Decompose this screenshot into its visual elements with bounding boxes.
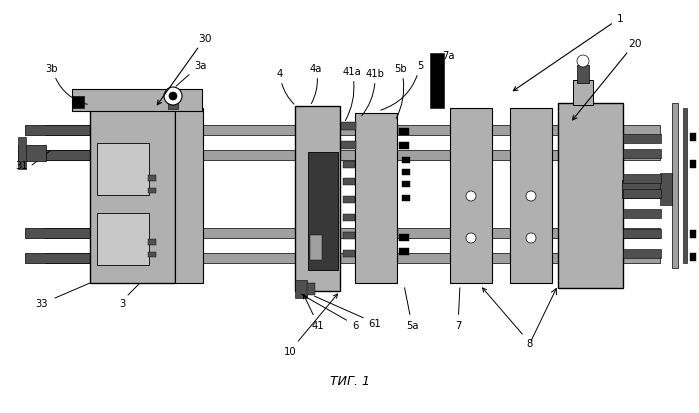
Bar (25, 228, 90, 238)
Bar (45, 228, 660, 238)
Bar (25, 126, 90, 136)
Bar (45, 126, 660, 136)
Bar (623, 150, 661, 159)
Bar (168, 102, 178, 110)
Bar (623, 249, 661, 259)
Bar (97, 214, 149, 266)
Bar (25, 151, 90, 161)
Bar (690, 254, 696, 261)
Bar (622, 180, 667, 199)
Bar (343, 250, 355, 257)
Bar (623, 135, 661, 144)
Text: 4a: 4a (310, 64, 322, 104)
Circle shape (577, 56, 589, 68)
Bar (402, 170, 410, 176)
Bar (690, 134, 696, 142)
Text: 5: 5 (381, 61, 423, 111)
Bar (672, 104, 678, 268)
Bar (450, 109, 492, 283)
Bar (341, 142, 356, 150)
Bar (573, 81, 593, 106)
Bar (148, 176, 156, 182)
Circle shape (164, 88, 182, 106)
Text: 61: 61 (315, 297, 382, 328)
Bar (510, 109, 552, 283)
Bar (577, 66, 589, 84)
Bar (72, 90, 202, 112)
Text: 6: 6 (301, 294, 358, 330)
Bar (310, 235, 322, 260)
Text: 3: 3 (119, 298, 125, 308)
Text: 31: 31 (15, 161, 29, 171)
Text: 5a: 5a (405, 288, 418, 330)
Text: ΤИГ. 1: ΤИГ. 1 (330, 375, 370, 387)
Bar (660, 173, 672, 206)
Bar (683, 109, 687, 263)
Bar (402, 182, 410, 188)
Text: 3b: 3b (45, 64, 87, 105)
Bar (623, 175, 661, 183)
Bar (18, 146, 46, 161)
Bar (399, 248, 409, 255)
Text: 1: 1 (513, 14, 624, 92)
Circle shape (526, 233, 536, 243)
Bar (175, 109, 203, 283)
Bar (558, 104, 623, 288)
Bar (148, 252, 156, 257)
Bar (430, 54, 444, 109)
Bar (343, 178, 355, 185)
Bar (690, 161, 696, 169)
Bar (25, 254, 90, 263)
Text: 30: 30 (157, 34, 212, 105)
Bar (148, 240, 156, 245)
Text: 7a: 7a (438, 51, 454, 71)
Bar (623, 230, 661, 238)
Bar (623, 209, 661, 218)
Bar (399, 235, 409, 242)
Bar (355, 114, 397, 283)
Bar (45, 254, 660, 263)
Text: 8: 8 (482, 288, 533, 348)
Text: 3a: 3a (176, 61, 206, 87)
Text: 33: 33 (36, 298, 48, 308)
Bar (45, 151, 660, 161)
Bar (341, 123, 356, 131)
Text: 41a: 41a (343, 67, 361, 121)
Text: 20: 20 (572, 39, 642, 121)
Bar (97, 144, 149, 195)
Bar (399, 142, 409, 150)
Circle shape (466, 233, 476, 243)
Bar (402, 195, 410, 202)
Bar (307, 283, 315, 295)
Text: 41b: 41b (362, 69, 384, 116)
Text: 41: 41 (303, 295, 324, 330)
Bar (295, 107, 340, 291)
Bar (402, 158, 410, 164)
Circle shape (526, 192, 536, 202)
Bar (148, 189, 156, 194)
Bar (18, 138, 26, 170)
Bar (343, 197, 355, 204)
Circle shape (169, 93, 177, 101)
Bar (399, 129, 409, 136)
Text: 7: 7 (455, 288, 461, 330)
Circle shape (466, 192, 476, 202)
Text: 10: 10 (284, 294, 338, 356)
Bar (90, 109, 175, 283)
Bar (343, 214, 355, 221)
Bar (343, 161, 355, 169)
Bar (295, 280, 307, 298)
Bar (623, 190, 661, 199)
Text: 5b: 5b (395, 64, 408, 119)
Bar (72, 97, 84, 109)
Text: 4: 4 (277, 69, 294, 105)
Bar (690, 230, 696, 238)
Bar (343, 233, 355, 240)
Bar (308, 153, 338, 271)
